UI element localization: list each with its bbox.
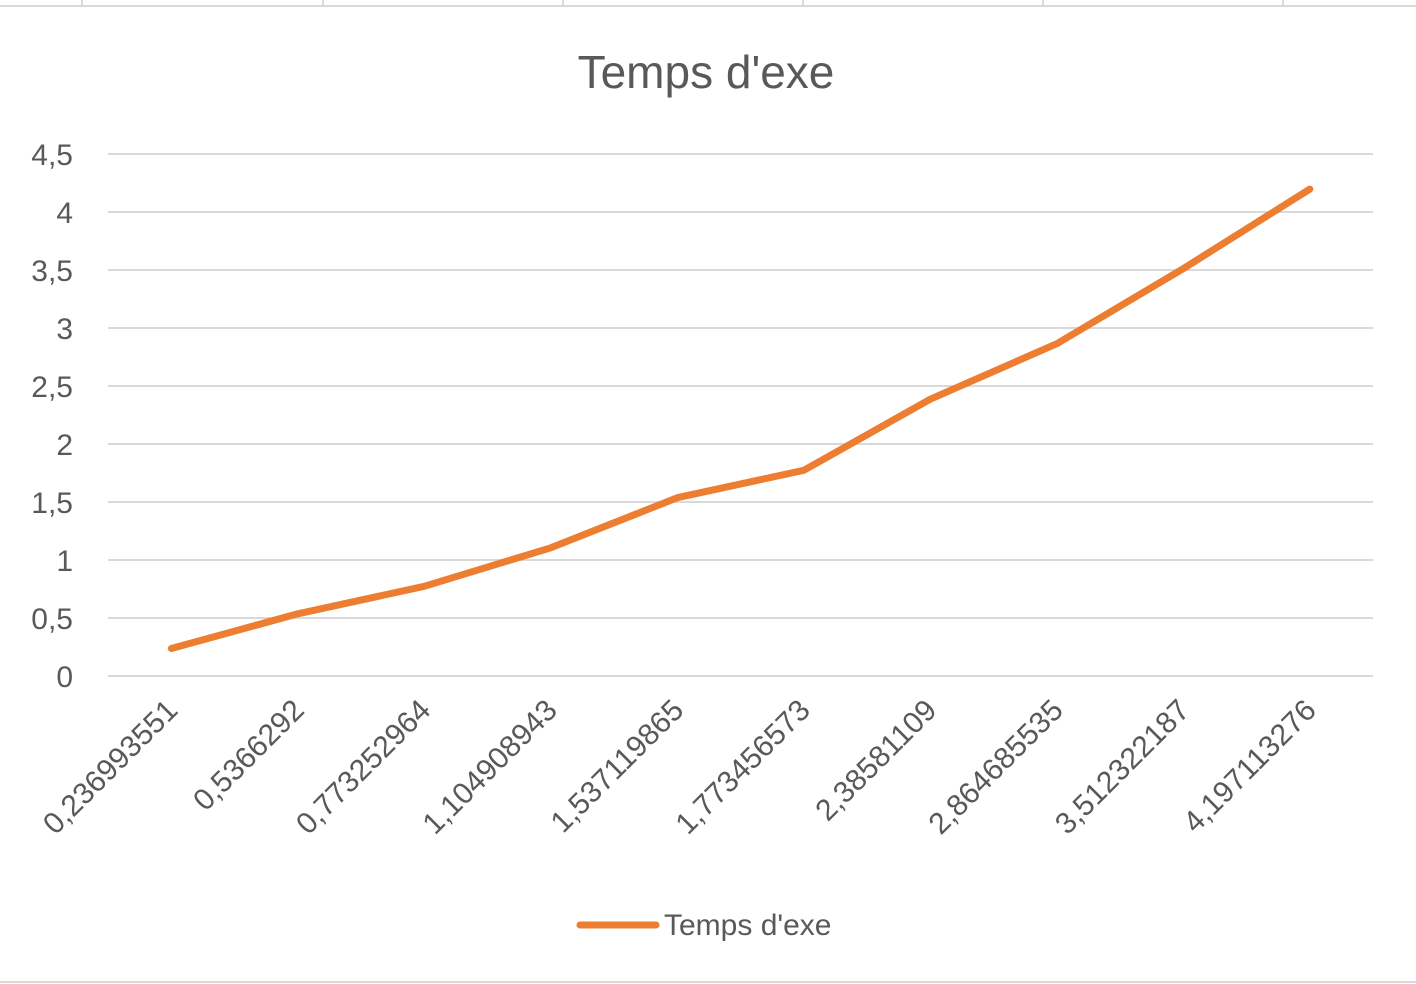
series-lines bbox=[167, 185, 1314, 652]
y-tick-label: 0,5 bbox=[31, 603, 73, 636]
y-tick-label: 2,5 bbox=[31, 371, 73, 404]
x-axis-ticks: 0,236993551 0,53662920,7732529641,1049089… bbox=[37, 694, 1323, 841]
y-tick-label: 1,5 bbox=[31, 487, 73, 520]
y-tick-label: 3,5 bbox=[31, 255, 73, 288]
x-tick-label: 1,104908943 bbox=[416, 694, 563, 841]
y-axis-ticks: 0 0,5 1 1,5 2 2,5 3 3,5 4 4,5 bbox=[31, 139, 73, 694]
x-tick-label: 2,38581109 bbox=[809, 694, 943, 828]
x-tick-label: 0,236993551 bbox=[37, 694, 184, 841]
y-tick-label: 4,5 bbox=[31, 139, 73, 172]
x-tick-label: 3,512322187 bbox=[1049, 694, 1196, 841]
x-tick-label: 2,864685535 bbox=[922, 694, 1069, 841]
legend: Temps d'exe bbox=[576, 909, 831, 942]
y-tick-label: 4 bbox=[56, 197, 73, 230]
series-line bbox=[167, 185, 1314, 652]
x-tick-label: 0,5366292 bbox=[187, 694, 311, 818]
chart-title: Temps d'exe bbox=[578, 46, 835, 98]
legend-label: Temps d'exe bbox=[664, 909, 831, 942]
gridlines bbox=[108, 153, 1373, 677]
x-tick-label: 4,197113276 bbox=[1177, 694, 1323, 840]
y-tick-label: 1 bbox=[56, 545, 73, 578]
x-tick-label: 0,773252964 bbox=[290, 694, 437, 841]
x-tick-label: 1,773456573 bbox=[669, 694, 816, 841]
y-tick-label: 2 bbox=[56, 429, 73, 462]
y-tick-label: 3 bbox=[56, 313, 73, 346]
y-tick-label: 0 bbox=[56, 661, 73, 694]
